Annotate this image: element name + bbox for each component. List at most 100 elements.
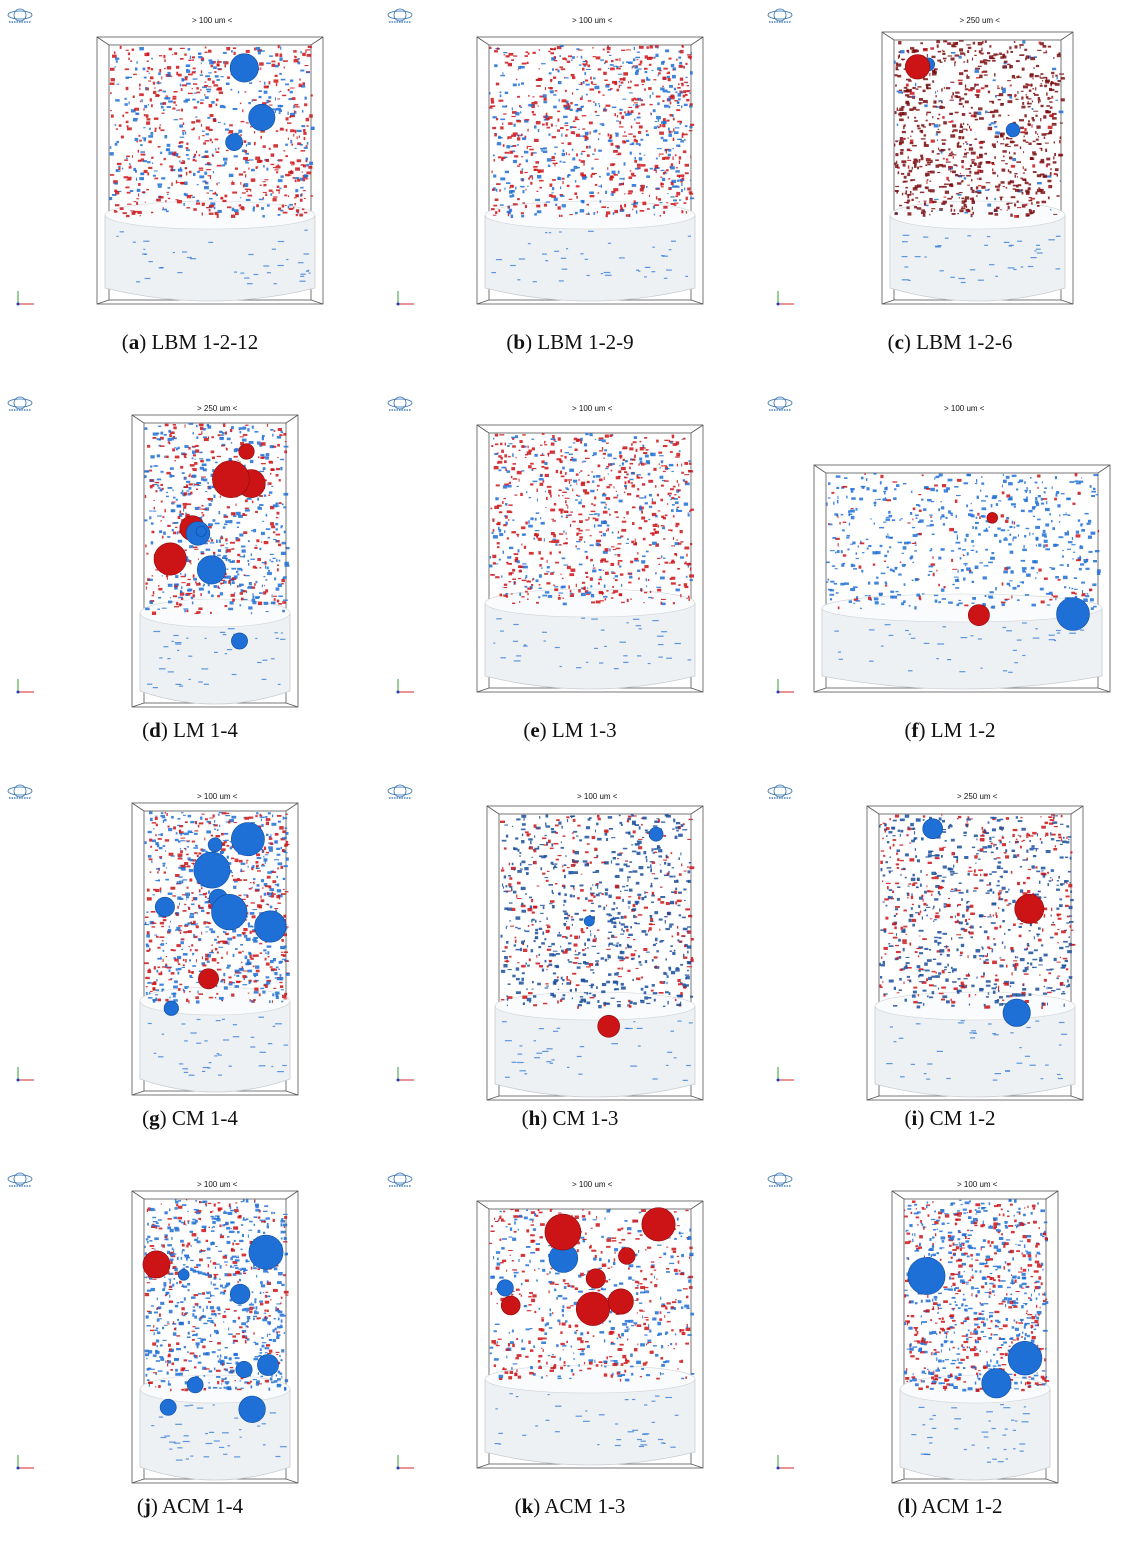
panel-caption: (i) CM 1-2 xyxy=(904,1106,996,1130)
panel-d: > 250 um < (d) LM 1-4 xyxy=(0,388,380,776)
panel-label: ACM 1-2 xyxy=(921,1494,1003,1518)
tomography-render xyxy=(891,1190,1059,1484)
pore-cloud xyxy=(894,40,1065,284)
tomography-render xyxy=(131,414,299,708)
pore-cloud xyxy=(500,814,695,1081)
panel-caption: (k) ACM 1-3 xyxy=(514,1494,626,1518)
instrument-logo-icon xyxy=(387,396,413,411)
panel-caption: (d) LM 1-4 xyxy=(142,718,238,742)
tomography-render xyxy=(476,36,704,305)
tomography-render xyxy=(476,424,704,693)
panel-letter: e xyxy=(530,718,540,742)
scale-bar-label: > 100 um < xyxy=(577,792,618,801)
instrument-logo-icon xyxy=(767,784,793,799)
scale-bar-label: > 100 um < xyxy=(192,16,233,25)
panel-l: > 100 um < (l) ACM 1-2 xyxy=(760,1164,1140,1552)
pore-cloud xyxy=(142,1199,289,1461)
panel-j: > 100 um < (j) ACM 1-4 xyxy=(0,1164,380,1552)
axis-triad-icon xyxy=(776,679,794,694)
tomography-render xyxy=(96,36,324,305)
panel-label: LBM 1-2-6 xyxy=(916,330,1013,354)
sample-cylinder xyxy=(139,986,291,1093)
panel-letter: f xyxy=(911,718,919,742)
panel-letter: d xyxy=(149,718,161,742)
axis-triad-icon xyxy=(776,291,794,306)
panel-a: > 100 um < (a) LBM 1-2-12 xyxy=(0,0,380,388)
instrument-logo-icon xyxy=(387,1172,413,1187)
pore-cloud xyxy=(144,423,290,689)
scale-bar-label: > 100 um < xyxy=(572,16,613,25)
panel-b: > 100 um < (b) LBM 1-2-9 xyxy=(380,0,760,388)
panel-label: CM 1-2 xyxy=(929,1106,996,1130)
panel-letter: k xyxy=(521,1494,534,1518)
panel-i: > 250 um < (i) CM 1-2 xyxy=(760,776,1140,1164)
panel-label: LM 1-2 xyxy=(930,718,996,742)
axis-triad-icon xyxy=(396,1067,414,1082)
pore-cloud xyxy=(489,433,694,670)
panel-caption: (a) LBM 1-2-12 xyxy=(121,330,259,354)
panel-letter: j xyxy=(143,1494,151,1518)
scale-bar-label: > 100 um < xyxy=(572,404,613,413)
panel-label: CM 1-3 xyxy=(552,1106,619,1130)
panel-c: > 250 um < (c) LBM 1-2-6 xyxy=(760,0,1140,388)
scale-bar-label: > 100 um < xyxy=(197,792,238,801)
panel-e: > 100 um < (e) LM 1-3 xyxy=(380,388,760,776)
axis-triad-icon xyxy=(396,291,414,306)
panel-letter: b xyxy=(513,330,526,354)
panel-label: ACM 1-4 xyxy=(162,1494,244,1518)
axis-triad-icon xyxy=(776,1067,794,1082)
panel-caption: (b) LBM 1-2-9 xyxy=(506,330,634,354)
pore-cloud xyxy=(489,1207,695,1448)
pore-cloud xyxy=(489,45,695,283)
sample-cylinder xyxy=(484,588,696,690)
panel-h: > 100 um < (h) CM 1-3 xyxy=(380,776,760,1164)
tomography-render xyxy=(476,1200,704,1469)
sample-cylinder xyxy=(484,1364,696,1466)
panel-letter: h xyxy=(528,1106,541,1130)
panel-label: LBM 1-2-12 xyxy=(151,330,259,354)
panel-caption: (g) CM 1-4 xyxy=(142,1106,238,1130)
sample-cylinder xyxy=(104,200,316,302)
pore-cloud xyxy=(109,45,315,285)
scale-bar-label: > 100 um < xyxy=(572,1180,613,1189)
panel-caption: (j) ACM 1-4 xyxy=(136,1494,244,1518)
scale-bar-label: > 250 um < xyxy=(959,16,1000,25)
instrument-logo-icon xyxy=(767,8,793,23)
tomography-render xyxy=(131,1190,299,1484)
panel-caption: (e) LM 1-3 xyxy=(523,718,617,742)
panel-letter: i xyxy=(911,1106,918,1130)
sample-cylinder xyxy=(139,1374,291,1481)
instrument-logo-icon xyxy=(387,8,413,23)
panel-letter: c xyxy=(894,330,904,354)
panel-letter: g xyxy=(149,1106,160,1130)
panel-caption: (l) ACM 1-2 xyxy=(897,1494,1003,1518)
tomography-render xyxy=(486,805,704,1101)
tomography-render xyxy=(866,805,1084,1101)
tomography-render xyxy=(881,31,1074,305)
axis-triad-icon xyxy=(396,679,414,694)
axis-triad-icon xyxy=(16,1067,34,1082)
scale-bar-label: > 100 um < xyxy=(197,1180,238,1189)
panel-letter: l xyxy=(904,1494,911,1518)
sample-cylinder xyxy=(889,200,1066,302)
pore-cloud xyxy=(826,473,1101,673)
sample-cylinder xyxy=(821,593,1103,690)
scale-bar-label: > 250 um < xyxy=(197,404,238,413)
panel-g: > 100 um < (g) CM 1-4 xyxy=(0,776,380,1164)
panel-caption: (f) LM 1-2 xyxy=(904,718,996,742)
panel-label: LM 1-3 xyxy=(551,718,617,742)
sample-cylinder xyxy=(874,991,1076,1098)
sample-cylinder xyxy=(484,200,696,302)
axis-triad-icon xyxy=(16,679,34,694)
bounding-box xyxy=(131,1190,299,1484)
sample-cylinder xyxy=(899,1374,1051,1481)
sample-cylinder xyxy=(139,598,291,705)
panel-f: > 100 um < (f) LM 1-2 xyxy=(760,388,1140,776)
axis-triad-icon xyxy=(776,1455,794,1470)
instrument-logo-icon xyxy=(7,8,33,23)
instrument-logo-icon xyxy=(7,784,33,799)
panel-label: ACM 1-3 xyxy=(544,1494,626,1518)
panel-letter: a xyxy=(128,330,140,354)
axis-triad-icon xyxy=(396,1455,414,1470)
